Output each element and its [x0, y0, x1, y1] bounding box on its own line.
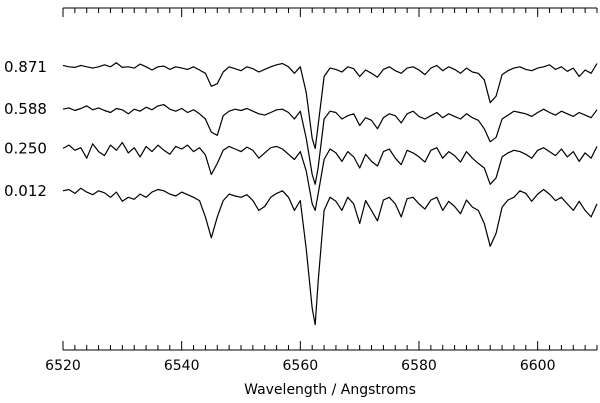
spectrum-line-0.250 — [62, 141, 598, 211]
x-tick-label: 6600 — [520, 358, 556, 374]
x-tick-label: 6580 — [401, 358, 437, 374]
x-axis-title: Wavelength / Angstroms — [244, 382, 416, 398]
x-tick-label: 6560 — [283, 358, 319, 374]
spectrum-line-0.012 — [62, 187, 598, 326]
spectra-series — [62, 62, 598, 326]
phase-label: 0.012 — [4, 182, 47, 200]
spectrum-line-0.871 — [62, 62, 598, 149]
phase-label: 0.588 — [4, 100, 47, 118]
phase-label: 0.871 — [4, 58, 47, 76]
spectrum-line-0.588 — [62, 103, 598, 185]
phase-labels: 0.871 0.588 0.250 0.012 — [4, 58, 47, 200]
x-tick-label: 6540 — [164, 358, 200, 374]
x-axis-ticks: 6520 6540 6560 6580 6600 — [45, 8, 598, 374]
phase-label: 0.250 — [4, 139, 47, 157]
x-tick-label: 6520 — [45, 358, 81, 374]
plot-frame — [63, 7, 597, 351]
